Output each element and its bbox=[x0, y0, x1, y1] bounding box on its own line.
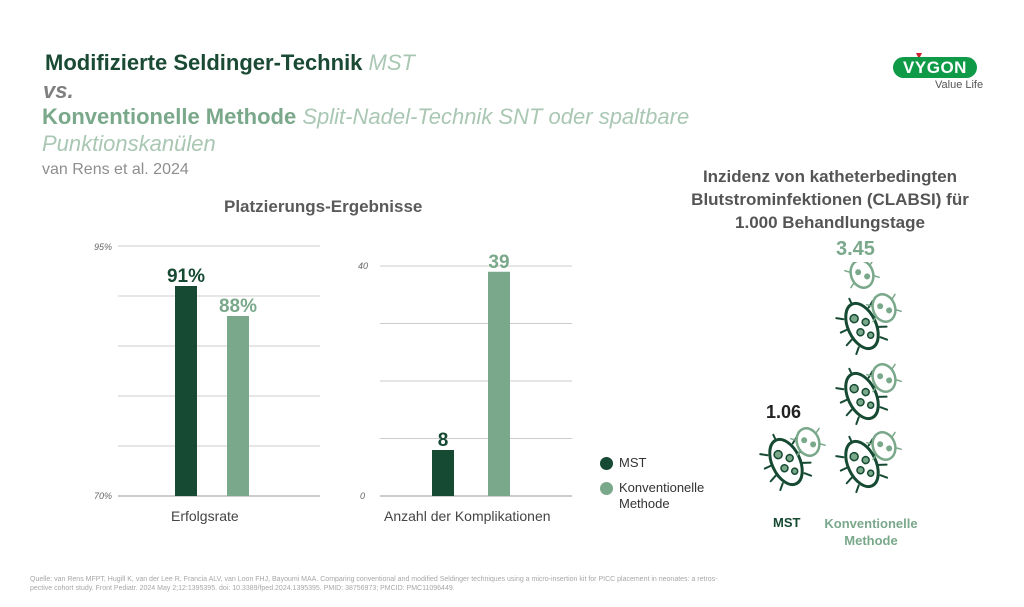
incidence-label-konventionell-line-2: Methode bbox=[844, 533, 898, 548]
xlabel-erfolgsrate: Erfolgsrate bbox=[171, 508, 239, 524]
logo-tagline: Value Life bbox=[935, 79, 984, 91]
logo-red-mark bbox=[916, 53, 922, 59]
chart-erfolgsrate-ytick-max: 95% bbox=[94, 242, 112, 252]
chart-erfolgsrate: 95% 70% 91% 88% bbox=[94, 242, 320, 501]
logo-pill bbox=[893, 57, 977, 78]
incidence-label-konventionell: Konventionelle Methode bbox=[815, 515, 927, 549]
incidence-title: Inzidenz von katheterbedingten Blutstrom… bbox=[660, 165, 1000, 234]
bar-komplikationen-konventionell bbox=[488, 271, 510, 496]
bacteria-mst bbox=[751, 422, 829, 495]
chart-komplikationen: 40 0 8 39 bbox=[358, 252, 572, 501]
xlabel-komplikationen: Anzahl der Komplikationen bbox=[384, 508, 551, 524]
chart-komplikationen-ytick-min: 0 bbox=[360, 491, 365, 501]
incidence-value-konventionell: 3.45 bbox=[836, 238, 875, 260]
footer-line-1: Quelle: van Rens MFPT, Hugill K, van der… bbox=[30, 576, 718, 583]
vs-label: vs. bbox=[43, 78, 74, 103]
footer-line-2: pective cohort study. Front Pediatr. 202… bbox=[30, 585, 455, 592]
legend-item-mst: MST bbox=[600, 455, 720, 471]
title-line-2: Konventionelle Methode Split-Nadel-Techn… bbox=[42, 104, 689, 130]
title-line-1: Modifizierte Seldinger-Technik MST bbox=[45, 50, 415, 76]
bar-komplikationen-mst bbox=[432, 450, 454, 496]
legend-label-mst: MST bbox=[619, 455, 647, 470]
label-komplikationen-konventionell: 39 bbox=[488, 252, 509, 273]
chart-erfolgsrate-ytick-min: 70% bbox=[94, 491, 112, 501]
incidence-label-konventionell-line-1: Konventionelle bbox=[824, 516, 918, 531]
incidence-title-line-3: 1.000 Behandlungstage bbox=[735, 213, 925, 232]
title-snt-italic: Split-Nadel-Technik SNT oder spaltbare bbox=[302, 104, 690, 129]
chart-erfolgsrate-grid bbox=[118, 245, 320, 497]
incidence-label-mst: MST bbox=[773, 515, 801, 530]
incidence-value-mst: 1.06 bbox=[766, 402, 802, 422]
label-erfolgsrate-konventionell: 88% bbox=[219, 296, 257, 317]
label-erfolgsrate-mst: 91% bbox=[167, 266, 205, 287]
title-line-3: Punktionskanülen bbox=[42, 131, 216, 156]
label-komplikationen-mst: 8 bbox=[438, 430, 449, 451]
title-konventionell-bold: Konventionelle Methode bbox=[42, 104, 297, 129]
bacteria-pictogram bbox=[751, 262, 905, 497]
vygon-logo: VYGON Value Life bbox=[890, 50, 1000, 96]
incidence-title-line-1: Inzidenz von katheterbedingten bbox=[702, 167, 958, 186]
bar-erfolgsrate-konventionell bbox=[227, 316, 249, 496]
chart-komplikationen-ytick-max: 40 bbox=[358, 261, 368, 271]
incidence-title-line-2: Blutstrominfektionen (CLABSI) für bbox=[691, 190, 969, 209]
chart-komplikationen-grid bbox=[380, 265, 572, 497]
bar-erfolgsrate-mst bbox=[175, 286, 197, 496]
title-mst-bold: Modifizierte Seldinger-Technik bbox=[45, 50, 363, 75]
footer-source: Quelle: van Rens MFPT, Hugill K, van der… bbox=[30, 575, 1010, 593]
vygon-logo-graphic bbox=[893, 53, 977, 78]
legend-item-konventionell: Konventionelle Methode bbox=[600, 480, 720, 512]
legend: MST Konventionelle Methode bbox=[600, 455, 720, 512]
legend-dot-mst bbox=[600, 456, 613, 470]
legend-dot-konventionell bbox=[600, 482, 613, 495]
study-reference: van Rens et al. 2024 bbox=[42, 161, 189, 178]
bacteria-konventionell bbox=[827, 262, 905, 497]
title-mst-italic: MST bbox=[368, 50, 415, 75]
section-title: Platzierungs-Ergebnisse bbox=[224, 197, 423, 216]
legend-label-konventionell: Konventionelle Methode bbox=[619, 480, 705, 511]
logo-brand: VYGON bbox=[903, 58, 967, 77]
